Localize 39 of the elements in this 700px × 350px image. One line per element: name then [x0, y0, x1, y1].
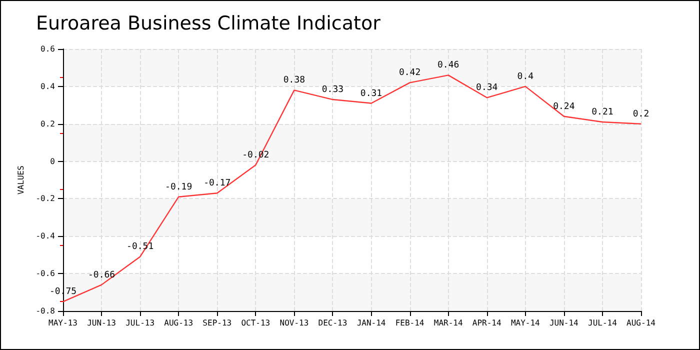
y-tick-label: -0.6: [36, 269, 56, 278]
data-label: 0.34: [476, 83, 498, 94]
x-tick-label: JUN-13: [87, 318, 116, 328]
data-label: 0.33: [322, 85, 344, 96]
data-label: -0.19: [165, 182, 192, 192]
y-tick-label: 0.2: [40, 119, 56, 128]
x-tick-label: JUL-13: [126, 318, 155, 328]
x-tick-label: APR-14: [472, 318, 502, 328]
x-tick-label: DEC-13: [318, 318, 348, 328]
data-label: 0.46: [437, 60, 460, 71]
x-tick-label: JUL-14: [588, 318, 618, 328]
x-tick-label: JUN-14: [549, 318, 579, 328]
x-tick-label: FEB-14: [395, 318, 424, 328]
y-axis-title: VALUES: [16, 165, 26, 194]
x-tick-label: NOV-13: [280, 318, 309, 328]
x-tick-label: OCT-13: [241, 318, 270, 328]
data-label: 0.21: [592, 107, 614, 118]
x-tick-label: MAY-14: [510, 318, 540, 328]
y-tick-label: 0.6: [40, 44, 56, 54]
chart-title: Euroarea Business Climate Indicator: [36, 12, 381, 34]
data-label: -0.66: [88, 270, 116, 280]
y-tick-label: -0.8: [36, 306, 56, 316]
y-tick-label: 0.4: [40, 82, 56, 91]
y-tick-label: 0: [50, 156, 56, 166]
x-tick-label: MAR-14: [434, 318, 463, 328]
data-label: 0.4: [517, 72, 534, 82]
data-label: -0.17: [204, 178, 231, 189]
x-tick-label: AUG-14: [626, 318, 656, 328]
data-label: 0.2: [632, 109, 650, 120]
x-tick-label: SEP-13: [202, 318, 232, 328]
data-label: 0.31: [360, 88, 382, 99]
data-label: 0.42: [398, 68, 421, 78]
x-tick-label: JAN-14: [356, 318, 386, 328]
x-tick-label: AUG-13: [164, 318, 194, 328]
y-tick-label: -0.4: [36, 232, 56, 241]
data-label: 0.24: [553, 102, 575, 112]
x-tick-label: MAY-13: [48, 318, 78, 328]
data-label: 0.38: [283, 76, 306, 86]
y-tick-label: -0.2: [36, 194, 56, 204]
